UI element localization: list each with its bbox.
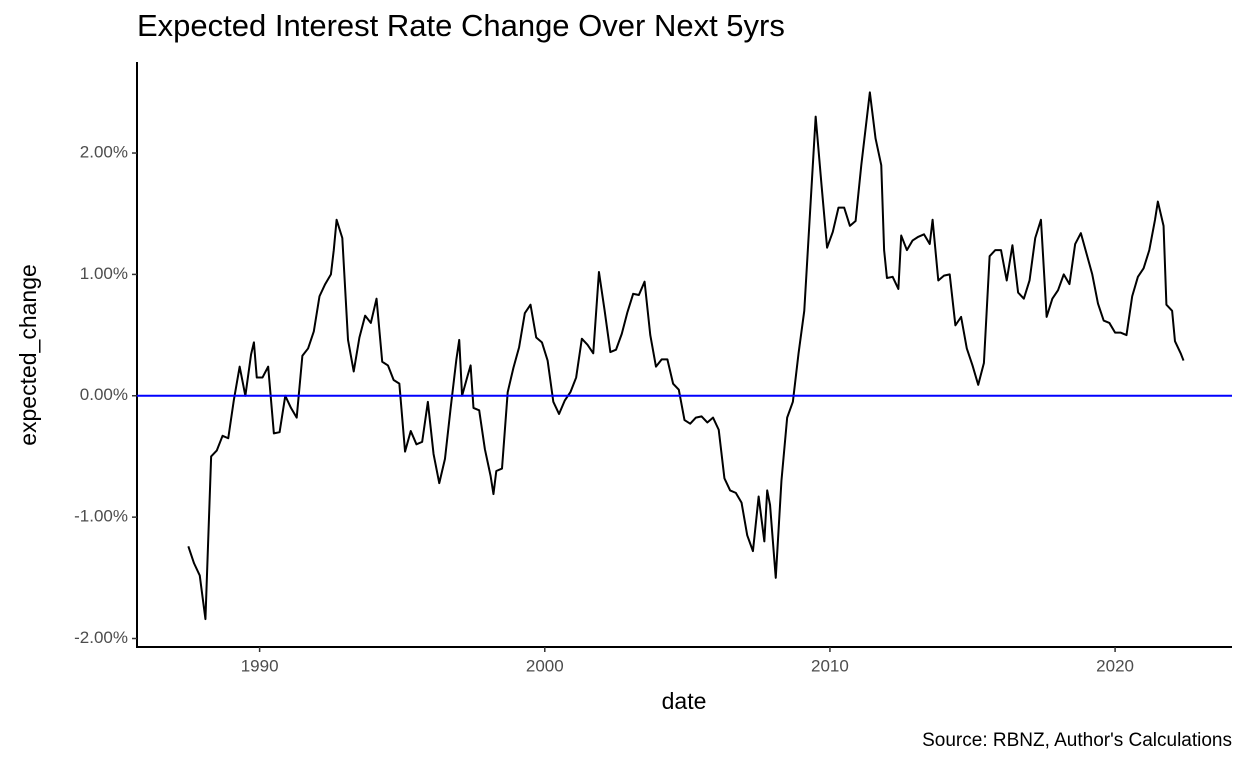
- x-tick-label: 2000: [526, 656, 564, 675]
- caption: Source: RBNZ, Author's Calculations: [922, 730, 1232, 751]
- y-tick-label: -2.00%: [74, 628, 128, 647]
- y-tick-label: 0.00%: [80, 385, 128, 404]
- x-tick-label: 2010: [811, 656, 849, 675]
- x-tick-label: 1990: [241, 656, 279, 675]
- y-axis-title: expected_change: [15, 264, 41, 446]
- y-tick-label: 2.00%: [80, 143, 128, 162]
- x-tick-label: 2020: [1096, 656, 1134, 675]
- x-axis-title: date: [662, 688, 707, 714]
- y-tick-label: 1.00%: [80, 264, 128, 283]
- data-line: [187, 91, 1185, 621]
- chart-title: Expected Interest Rate Change Over Next …: [137, 8, 785, 43]
- y-tick-label: -1.00%: [74, 507, 128, 526]
